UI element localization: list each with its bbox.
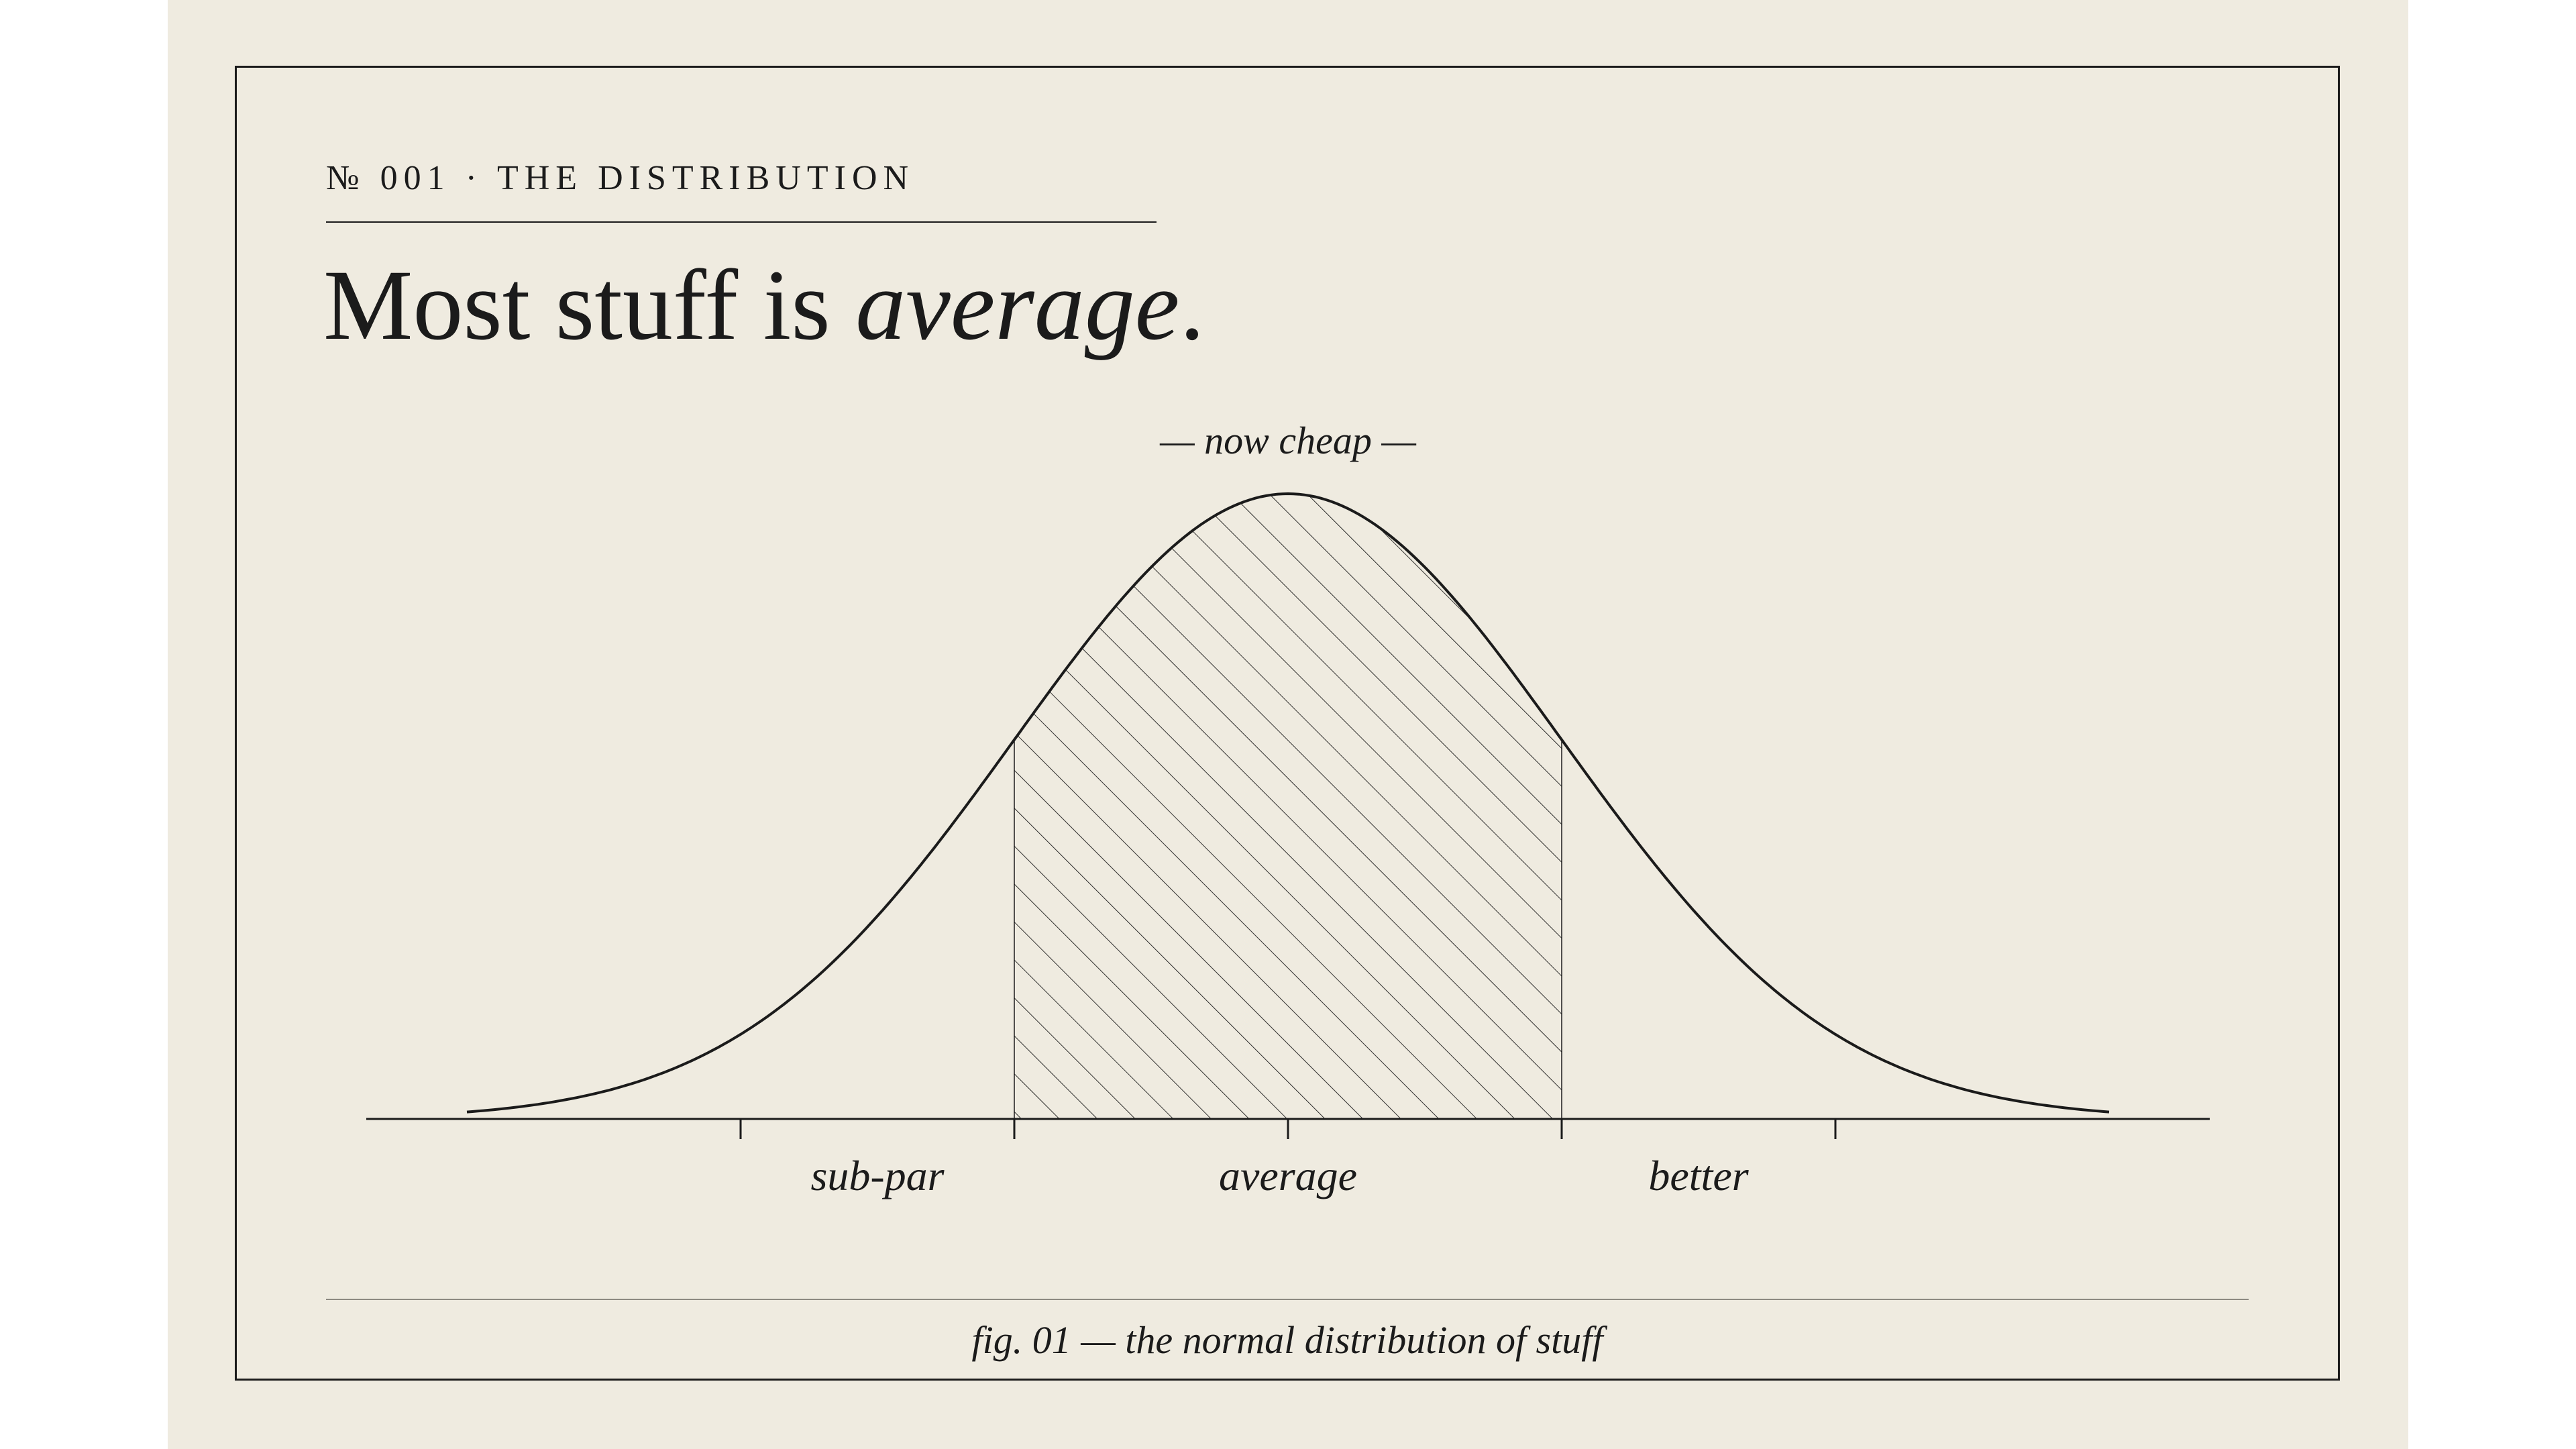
kicker-divider xyxy=(326,221,1157,223)
shaded-region-hatch xyxy=(1014,494,1562,1119)
figure-frame xyxy=(235,66,2340,1381)
page: № 001 · THE DISTRIBUTION Most stuff is a… xyxy=(168,0,2408,1449)
headline: Most stuff is average. xyxy=(323,255,1205,356)
x-axis-label-better: better xyxy=(1648,1152,1749,1199)
headline-lead: Most stuff is xyxy=(323,250,856,361)
headline-end: . xyxy=(1179,250,1205,361)
chart-plot: sub-par average better — now cheap — xyxy=(366,419,2210,1199)
bell-curve-chart: sub-par average better — now cheap — xyxy=(366,419,2210,1199)
bell-curve-line xyxy=(466,492,2110,1114)
shaded-region-annotation: — now cheap — xyxy=(1159,419,1416,462)
x-axis-label-sub-par: sub-par xyxy=(810,1152,945,1199)
caption-divider xyxy=(326,1299,2249,1300)
issue-kicker: № 001 · THE DISTRIBUTION xyxy=(326,159,915,197)
headline-emphasis: average xyxy=(855,250,1180,361)
figure-caption: fig. 01 — the normal distribution of stu… xyxy=(971,1318,1603,1362)
x-axis-label-average: average xyxy=(1219,1152,1357,1199)
